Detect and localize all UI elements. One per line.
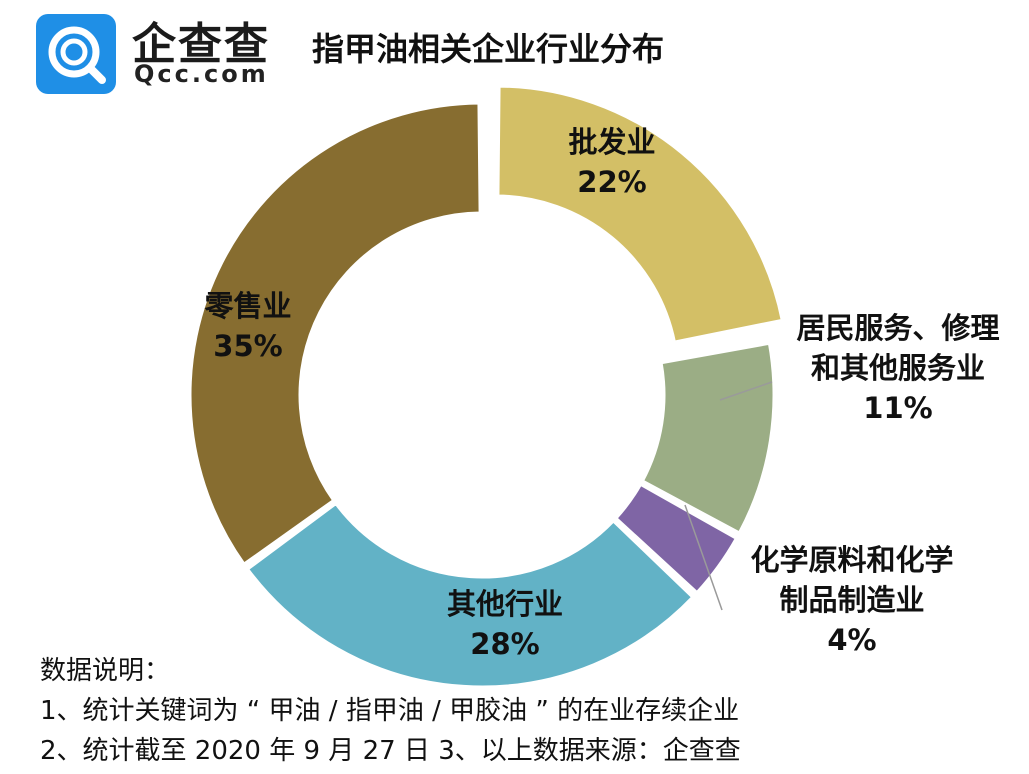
slice-category-label-1: 居民服务、修理 xyxy=(796,311,999,345)
slice-category-label-0: 批发业 xyxy=(568,125,655,159)
donut-slice-0 xyxy=(496,84,785,344)
slice-value-label-0: 22% xyxy=(577,165,646,199)
slice-category-label-1: 和其他服务业 xyxy=(811,351,985,385)
leader-line-2 xyxy=(684,504,723,611)
notes-line-2: 2、统计截至 2020 年 9 月 27 日 3、以上数据来源：企查查 xyxy=(40,736,741,766)
slice-category-label-2: 化学原料和化学 xyxy=(750,543,953,577)
magnifier-logo-icon xyxy=(48,26,106,84)
chart-title: 指甲油相关企业行业分布 xyxy=(312,30,665,68)
donut-slice-1 xyxy=(640,341,776,536)
slice-category-label-4: 零售业 xyxy=(204,289,291,323)
brand-domain: Qcc.com xyxy=(134,60,269,88)
slice-value-label-3: 28% xyxy=(470,627,539,661)
leader-line-1 xyxy=(719,381,773,401)
slice-value-label-2: 4% xyxy=(827,623,876,657)
donut-slice-3 xyxy=(245,501,695,689)
slice-category-label-2: 制品制造业 xyxy=(779,583,924,617)
notes-heading: 数据说明： xyxy=(40,656,171,686)
qcc-logo xyxy=(36,14,116,94)
brand-name: 企查查 xyxy=(132,19,270,70)
slice-value-label-4: 35% xyxy=(213,329,282,363)
slice-category-label-3: 其他行业 xyxy=(447,587,563,621)
notes-line-1: 1、统计关键词为 “ 甲油 / 指甲油 / 甲胶油 ” 的在业存续企业 xyxy=(40,696,740,726)
donut-slice-4 xyxy=(188,101,482,567)
slice-value-label-1: 11% xyxy=(863,391,932,425)
